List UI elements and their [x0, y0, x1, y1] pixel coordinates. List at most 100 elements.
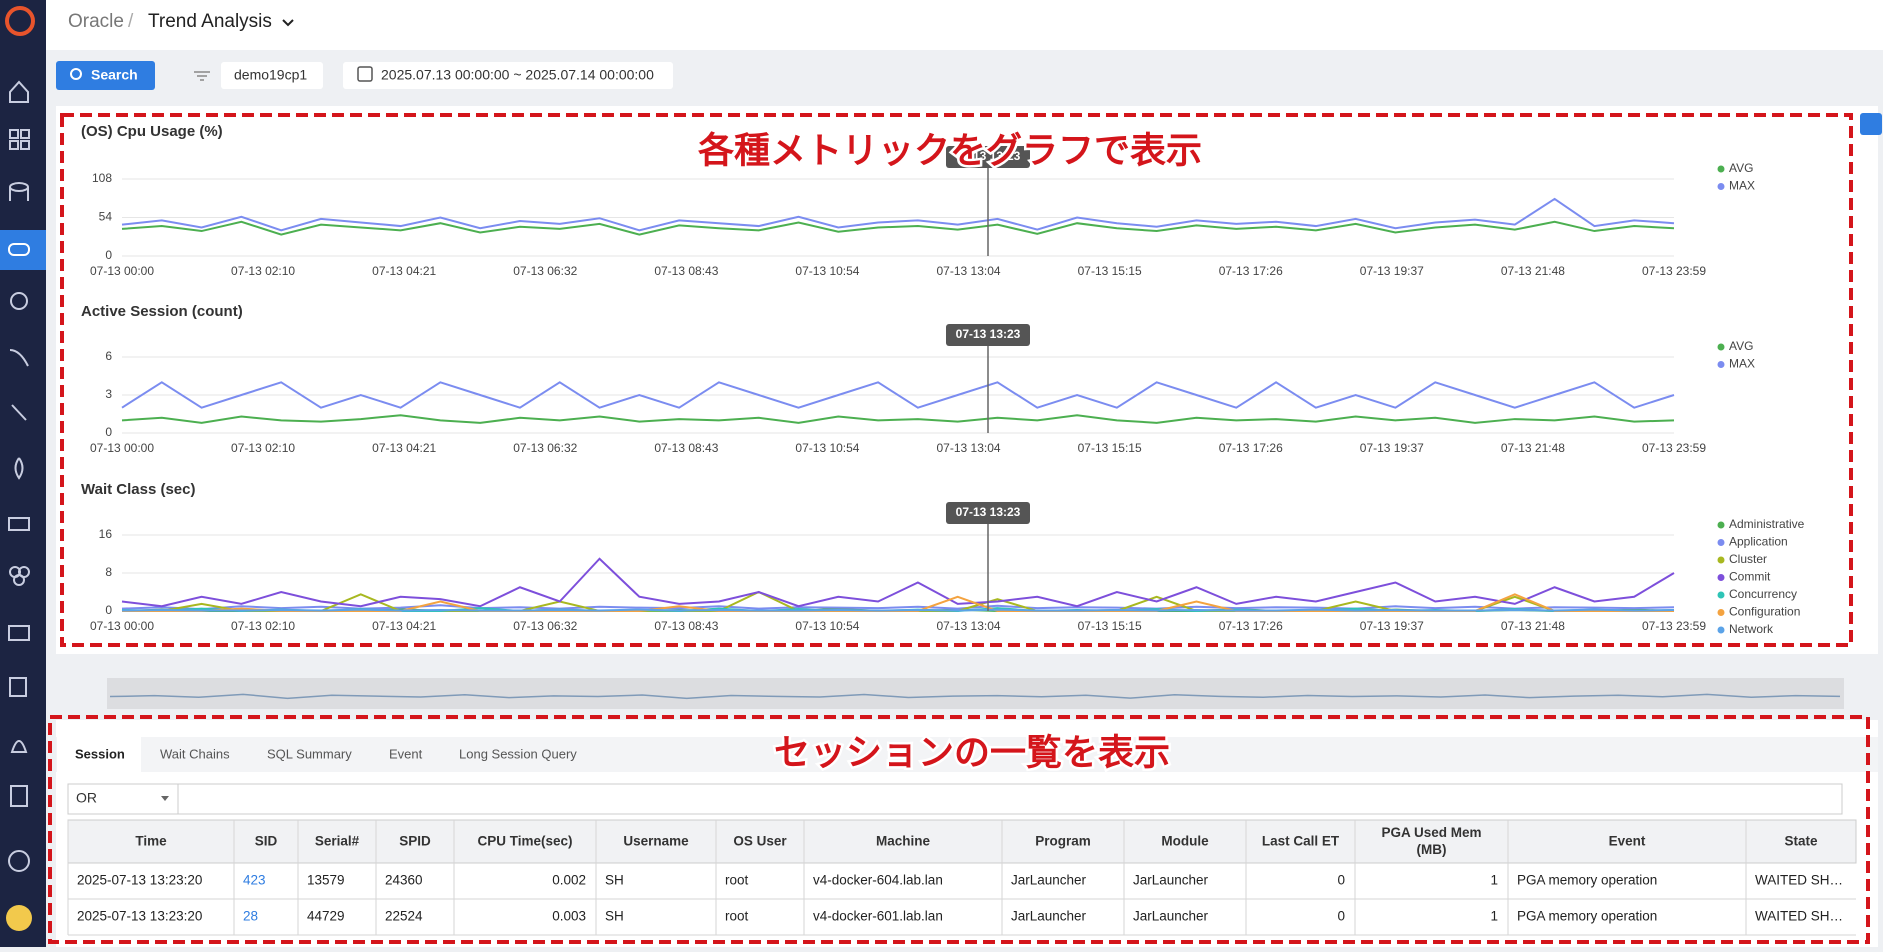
tab[interactable]: SQL Summary — [267, 746, 352, 761]
tab-active[interactable] — [57, 737, 141, 772]
y-tick-label: 16 — [99, 527, 113, 541]
column-header[interactable]: Last Call ET — [1262, 834, 1340, 849]
legend-swatch[interactable] — [1717, 574, 1725, 581]
table-cell: 1 — [1490, 873, 1498, 888]
column-header[interactable]: Serial# — [315, 834, 360, 849]
column-header: PGA Used Mem (MB) — [1381, 825, 1481, 857]
nav-active[interactable] — [0, 230, 46, 270]
session-table: Time SID Serial# SPID CPU Time(sec) Username O… — [67, 819, 1857, 936]
tab[interactable]: Session — [75, 746, 125, 761]
minimap[interactable] — [107, 678, 1844, 709]
x-tick-label: 07-13 06:32 — [513, 264, 577, 278]
column-header[interactable]: State — [1784, 834, 1818, 849]
x-tick-label: 07-13 21:48 — [1501, 619, 1565, 633]
instance-label[interactable]: demo19cp1 — [234, 67, 307, 83]
legend-label[interactable]: AVG — [1729, 339, 1753, 353]
column-header[interactable]: OS User — [733, 834, 787, 849]
series-line — [121, 197, 1675, 232]
filter-mode-select[interactable] — [67, 783, 179, 815]
x-tick-label: 07-13 23:59 — [1642, 619, 1706, 633]
filter-input[interactable] — [177, 783, 1843, 815]
search-button[interactable] — [56, 61, 155, 90]
legend-label[interactable]: Administrative — [1729, 517, 1805, 531]
x-tick-label: 07-13 04:21 — [372, 441, 436, 455]
calendar-icon — [357, 66, 373, 82]
table-cell[interactable]: 423 — [243, 873, 266, 888]
x-tick-label: 07-13 19:37 — [1360, 619, 1424, 633]
table-cell: 0 — [1337, 909, 1345, 924]
breadcrumb-separator: / — [128, 11, 134, 32]
legend-swatch[interactable] — [1717, 343, 1725, 351]
legend-swatch[interactable] — [1717, 556, 1725, 564]
legend-label[interactable]: Configuration — [1729, 605, 1800, 619]
zoom-button[interactable] — [1860, 113, 1882, 135]
table-cell: 24360 — [385, 873, 423, 888]
instance-chip[interactable] — [221, 62, 323, 89]
x-tick-label: 07-13 23:59 — [1642, 441, 1706, 455]
table-cell: 0.003 — [552, 909, 586, 924]
y-tick-label: 108 — [92, 171, 112, 185]
column-header[interactable]: CPU Time(sec) — [477, 834, 572, 849]
table-cell: 2025-07-13 13:23:20 — [77, 873, 202, 888]
column-header[interactable]: Username — [623, 834, 689, 849]
legend-label[interactable]: AVG — [1729, 161, 1753, 175]
legend-label[interactable]: MAX — [1729, 357, 1755, 371]
range-chip[interactable] — [343, 62, 673, 89]
table-cell: JarLauncher — [1011, 909, 1087, 924]
range-label[interactable]: 2025.07.13 00:00:00 ~ 2025.07.14 00:00:0… — [381, 67, 654, 83]
legend-label[interactable]: Concurrency — [1729, 587, 1797, 601]
minimap-line — [109, 693, 1841, 700]
column-header[interactable]: Event — [1609, 834, 1646, 849]
column-header-line: PGA Used Mem — [1381, 825, 1481, 840]
annotation: 各種メトリックをグラフで表示 — [698, 130, 1202, 171]
column-header[interactable]: SPID — [399, 834, 431, 849]
filter-icon[interactable] — [194, 71, 210, 81]
x-tick-label: 07-13 08:43 — [654, 264, 718, 278]
legend-label[interactable]: Application — [1729, 535, 1788, 549]
chart-title: Wait Class (sec) — [81, 481, 196, 498]
legend-label[interactable]: Network — [1729, 622, 1774, 636]
x-tick-label: 07-13 02:10 — [231, 619, 295, 633]
tab[interactable]: Event — [389, 746, 423, 761]
table-cell: v4-docker-601.lab.lan — [813, 909, 943, 924]
avatar[interactable] — [6, 905, 32, 931]
dropdown-caret[interactable] — [282, 19, 294, 27]
column-header[interactable]: Program — [1035, 834, 1091, 849]
tab[interactable]: Wait Chains — [160, 746, 230, 761]
legend-swatch[interactable] — [1717, 591, 1725, 599]
select-caret — [161, 796, 169, 801]
table-cell: 13579 — [307, 873, 345, 888]
table-cell: WAITED SH… — [1755, 873, 1843, 888]
legend-label[interactable]: MAX — [1729, 179, 1755, 193]
legend-label[interactable]: Cluster — [1729, 552, 1767, 566]
logo[interactable] — [5, 6, 35, 36]
column-header[interactable]: Module — [1161, 834, 1209, 849]
legend-swatch[interactable] — [1717, 521, 1725, 529]
column-header[interactable]: Time — [135, 834, 167, 849]
table-cell: PGA memory operation — [1517, 873, 1657, 888]
breadcrumb-root[interactable]: Oracle — [68, 11, 124, 32]
tab[interactable]: Long Session Query — [459, 746, 577, 761]
x-tick-label: 07-13 04:21 — [372, 264, 436, 278]
legend-swatch[interactable] — [1717, 539, 1725, 546]
column-header[interactable]: Machine — [876, 834, 931, 849]
nav-icons[interactable] — [8, 80, 30, 872]
x-tick-label: 07-13 15:15 — [1078, 441, 1142, 455]
sidebar — [0, 0, 46, 947]
legend-swatch[interactable] — [1717, 165, 1725, 173]
legend-swatch[interactable] — [1717, 626, 1725, 634]
legend-label[interactable]: Commit — [1729, 570, 1771, 584]
table-cell[interactable]: 28 — [243, 909, 258, 924]
search-label[interactable]: Search — [91, 67, 138, 83]
table-cell: SH — [605, 909, 624, 924]
chart-title: (OS) Cpu Usage (%) — [81, 123, 223, 140]
breadcrumb-current[interactable]: Trend Analysis — [148, 11, 272, 32]
legend-swatch[interactable] — [1717, 183, 1725, 190]
column-header[interactable]: SID — [255, 834, 278, 849]
legend-swatch[interactable] — [1717, 609, 1725, 616]
x-tick-label: 07-13 00:00 — [90, 619, 154, 633]
tab-bar — [56, 737, 1878, 772]
x-tick-label: 07-13 02:10 — [231, 264, 295, 278]
legend-swatch[interactable] — [1717, 361, 1725, 368]
filter-mode[interactable]: OR — [76, 790, 97, 806]
